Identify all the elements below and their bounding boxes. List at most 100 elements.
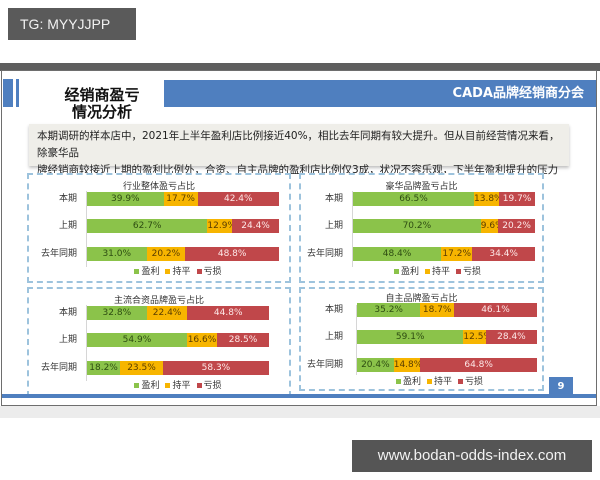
chart-title: 主流合资品牌盈亏占比 [113, 296, 204, 306]
legend-label-even: 持平 [172, 267, 191, 277]
category-label: 本期 [58, 194, 77, 204]
bar-segment-profit: 32.8% [87, 306, 147, 320]
category-label: 本期 [58, 308, 77, 318]
bar-segment-loss: 24.4% [232, 219, 279, 233]
page-title: 经销商盈亏 情况分析 [42, 87, 162, 121]
stacked-bar: 31.0% 20.2% 48.8% [87, 247, 279, 261]
legend-label-profit: 盈利 [141, 381, 160, 391]
bar-row: 去年同期 48.4% 17.2% 34.4% [301, 247, 542, 261]
legend-swatch-profit [395, 379, 401, 384]
legend-item-even: 持平 [165, 264, 191, 277]
bar-segment-profit: 39.9% [87, 192, 164, 206]
legend-item-loss: 亏损 [456, 264, 481, 277]
stacked-bar: 62.7%12.9%24.4% [87, 219, 279, 233]
bar-segment-loss: 28.4% [485, 330, 537, 344]
category-label: 去年同期 [306, 249, 343, 259]
category-label: 去年同期 [40, 249, 77, 259]
chart-panel-joint-venture: 主流合资品牌盈亏占比 本期 32.8% 22.4% 44.8% 上期 54.9% 16.6% 2… [27, 287, 291, 397]
chart-legend: 盈利 持平 亏损 [301, 374, 542, 387]
stacked-bar: 20.4% 14.8% 64.8% [357, 358, 537, 372]
bar-segment-profit: 54.9% [87, 333, 187, 347]
bar-segment-loss: 34.4% [472, 247, 535, 261]
bar-segment-profit: 31.0% [87, 247, 147, 261]
slide-top-frame [0, 63, 600, 71]
bar-segment-loss: 44.8% [187, 306, 269, 320]
presentation-slide: 经销商盈亏 情况分析 CADA品牌经销商分会 本期调研的样本店中，2021年上半… [1, 70, 597, 406]
category-label: 上期 [324, 221, 343, 231]
stacked-bar: 48.4% 17.2% 34.4% [353, 247, 535, 261]
legend-swatch-profit [393, 269, 399, 274]
bar-row: 上期 59.1%12.5%28.4% [301, 330, 542, 344]
legend-label-profit: 盈利 [400, 267, 419, 277]
bar-segment-even: 17.2% [441, 247, 473, 261]
legend-swatch-even [165, 383, 171, 388]
stacked-bar: 59.1%12.5%28.4% [357, 330, 537, 344]
legend-item-even: 持平 [165, 378, 191, 391]
bar-segment-loss: 48.8% [185, 247, 279, 261]
legend-item-even: 持平 [426, 374, 452, 387]
stacked-bar: 66.5%13.8%19.7% [353, 192, 535, 206]
chart-legend: 盈利 持平 亏损 [29, 264, 289, 277]
bar-segment-even: 20.2% [146, 247, 186, 261]
bar-row: 本期 35.2% 18.7% 46.1% [301, 303, 542, 317]
slide-bottom-shadow [0, 406, 600, 418]
bar-segment-even: 22.4% [146, 306, 188, 320]
legend-label-loss: 亏损 [465, 377, 484, 387]
page-title-line2: 情况分析 [71, 103, 132, 121]
category-label: 去年同期 [40, 363, 77, 373]
legend-label-loss: 亏损 [203, 381, 222, 391]
bar-segment-profit: 62.7% [87, 219, 208, 233]
chart-title: 自主品牌盈亏占比 [385, 294, 458, 304]
bar-row: 去年同期 18.2% 23.5% 58.3% [29, 361, 289, 375]
bar-segment-profit: 20.4% [357, 358, 394, 372]
left-accent-stripe [16, 79, 19, 107]
legend-item-loss: 亏损 [458, 374, 483, 387]
chart-legend: 盈利 持平 亏损 [301, 264, 542, 277]
legend-label-profit: 盈利 [402, 377, 421, 387]
bar-segment-loss: 64.8% [420, 358, 537, 372]
category-label: 上期 [58, 221, 77, 231]
bar-segment-loss: 46.1% [454, 303, 537, 317]
bar-segment-loss: 58.3% [162, 361, 269, 375]
bar-segment-profit: 59.1% [357, 330, 464, 344]
legend-swatch-profit [134, 383, 140, 388]
category-axis-line [86, 305, 87, 381]
legend-label-even: 持平 [431, 267, 450, 277]
legend-swatch-loss [456, 269, 461, 274]
legend-item-loss: 亏损 [196, 264, 222, 277]
legend-item-even: 持平 [424, 264, 450, 277]
bar-segment-profit: 66.5% [353, 192, 475, 206]
stacked-bar: 32.8% 22.4% 44.8% [87, 306, 269, 320]
legend-label-loss: 亏损 [203, 267, 222, 277]
bar-segment-even: 12.9% [207, 219, 233, 233]
legend-item-profit: 盈利 [134, 378, 159, 391]
legend-label-even: 持平 [172, 381, 191, 391]
chart-title: 豪华品牌盈亏占比 [385, 182, 458, 192]
legend-item-profit: 盈利 [134, 264, 159, 277]
bottom-watermark-url: www.bodan-odds-index.com [352, 440, 592, 472]
top-watermark-tag: TG: MYYJJPP [8, 8, 136, 40]
bar-row: 去年同期 31.0% 20.2% 48.8% [29, 247, 289, 261]
bar-segment-even: 23.5% [120, 361, 163, 375]
bar-row: 本期 39.9% 17.7% 42.4% [29, 192, 289, 206]
legend-swatch-loss [458, 379, 463, 384]
chart-legend: 盈利 持平 亏损 [29, 378, 289, 391]
legend-item-profit: 盈利 [395, 374, 421, 387]
category-label: 上期 [58, 335, 77, 345]
category-axis-line [86, 191, 87, 267]
bar-segment-even: 9.6% [480, 219, 499, 233]
stacked-bar: 18.2% 23.5% 58.3% [87, 361, 269, 375]
bar-segment-loss: 28.5% [217, 333, 269, 347]
bar-segment-loss: 19.7% [499, 192, 535, 206]
bar-row: 本期 66.5%13.8%19.7% [301, 192, 542, 206]
category-axis-line [352, 191, 353, 267]
bar-row: 去年同期 20.4% 14.8% 64.8% [301, 358, 542, 372]
legend-item-loss: 亏损 [196, 378, 222, 391]
bar-row: 本期 32.8% 22.4% 44.8% [29, 306, 289, 320]
bar-segment-profit: 18.2% [87, 361, 121, 375]
footer-bar [2, 394, 596, 398]
header-bar: CADA品牌经销商分会 [164, 80, 596, 107]
bar-row: 上期 54.9% 16.6% 28.5% [29, 333, 289, 347]
